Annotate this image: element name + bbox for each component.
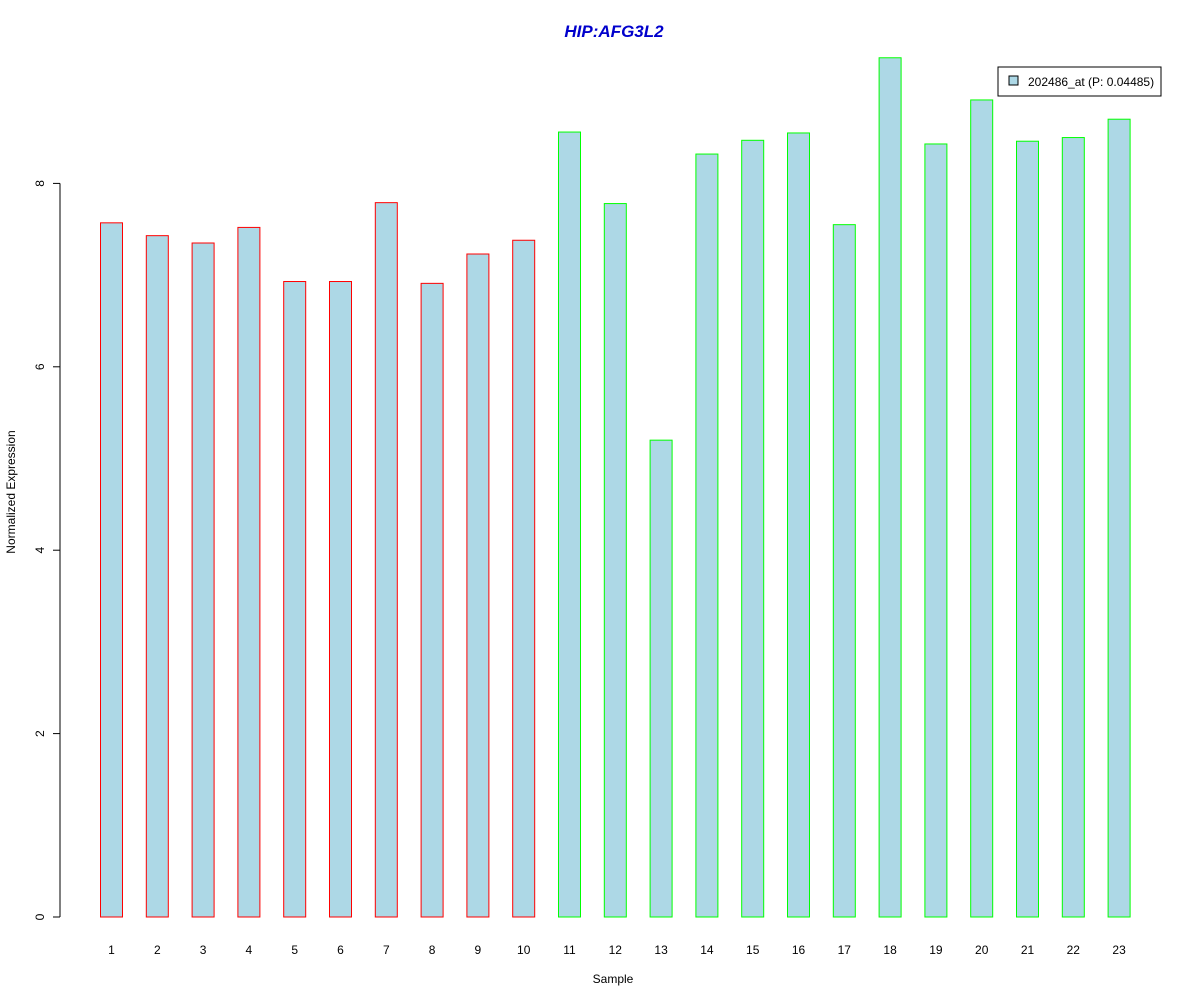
bar-sample-16 [787, 132, 810, 918]
x-axis-tick-label: 6 [337, 943, 344, 957]
y-axis-tick-label: 0 [33, 913, 47, 920]
bar-sample-1 [100, 222, 123, 918]
bar-sample-22 [1061, 137, 1085, 918]
bar-sample-8 [420, 282, 444, 918]
bar-sample-5 [283, 281, 307, 918]
y-axis: 0 2 4 6 8 [33, 180, 61, 920]
bar-sample-4 [237, 226, 261, 918]
x-axis-tick-label: 16 [792, 943, 806, 957]
x-axis-tick-label: 17 [838, 943, 852, 957]
bar-sample-7 [374, 202, 398, 918]
bar-sample-9 [466, 253, 490, 918]
bar-sample-13 [649, 439, 673, 918]
x-axis-tick-label: 21 [1021, 943, 1035, 957]
bar-sample-18 [878, 57, 902, 918]
bar-sample-14 [695, 153, 719, 918]
bar-sample-3 [191, 242, 215, 918]
x-axis-tick-label: 14 [700, 943, 714, 957]
x-axis-tick-label: 15 [746, 943, 760, 957]
x-axis-tick-labels: 1 2 3 4 5 6 7 8 9 10 11 12 13 14 15 16 17 18 19 20 21 22 23 [108, 943, 1126, 957]
bar-sample-20 [970, 99, 994, 918]
bar-sample-23 [1107, 118, 1131, 918]
legend-box [997, 66, 1162, 97]
x-axis-tick-label: 12 [609, 943, 623, 957]
x-axis-tick-label: 20 [975, 943, 989, 957]
bar-sample-19 [924, 143, 948, 918]
x-axis-tick-label: 3 [200, 943, 207, 957]
bar-sample-21 [1016, 140, 1039, 918]
x-axis-tick-label: 10 [517, 943, 531, 957]
x-axis-tick-label: 19 [929, 943, 943, 957]
x-axis-tick-label: 7 [383, 943, 390, 957]
x-axis-tick-label: 8 [429, 943, 436, 957]
bar-sample-11 [558, 131, 581, 918]
bar-sample-12 [603, 203, 627, 918]
y-axis-tick-label: 2 [33, 730, 47, 737]
x-axis-tick-label: 13 [654, 943, 668, 957]
x-axis-tick-label: 4 [246, 943, 253, 957]
x-axis-tick-label: 9 [475, 943, 482, 957]
y-axis-label: Normalized Expression [4, 430, 18, 553]
y-axis-tick-label: 4 [33, 547, 47, 554]
x-axis-tick-label: 5 [291, 943, 298, 957]
x-axis-tick-label: 11 [563, 943, 576, 957]
x-axis-label: Sample [593, 972, 634, 986]
x-axis-tick-label: 2 [154, 943, 161, 957]
bar-sample-10 [512, 239, 536, 918]
bar-sample-2 [145, 235, 169, 918]
x-axis-tick-label: 23 [1112, 943, 1126, 957]
bar-sample-15 [741, 139, 765, 918]
bar-sample-6 [329, 281, 352, 918]
legend-label: 202486_at (P: 0.04485) [1028, 75, 1154, 89]
legend-swatch [1008, 75, 1019, 86]
x-axis-tick-label: 18 [883, 943, 897, 957]
chart-title: HIP:AFG3L2 [564, 22, 664, 41]
y-axis-tick-label: 8 [33, 180, 47, 187]
y-axis-tick-label: 6 [33, 363, 47, 370]
bar-sample-17 [832, 224, 856, 918]
x-axis-tick-label: 1 [108, 943, 115, 957]
legend: 202486_at (P: 0.04485) [997, 66, 1162, 97]
bars-group [100, 57, 1131, 918]
x-axis-tick-label: 22 [1067, 943, 1081, 957]
